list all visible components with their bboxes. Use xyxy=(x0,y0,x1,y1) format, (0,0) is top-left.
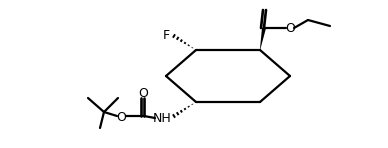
Text: F: F xyxy=(163,29,170,41)
Text: O: O xyxy=(116,111,126,123)
Polygon shape xyxy=(260,28,266,50)
Text: NH: NH xyxy=(152,111,171,124)
Text: O: O xyxy=(285,21,295,34)
Text: O: O xyxy=(138,86,148,99)
